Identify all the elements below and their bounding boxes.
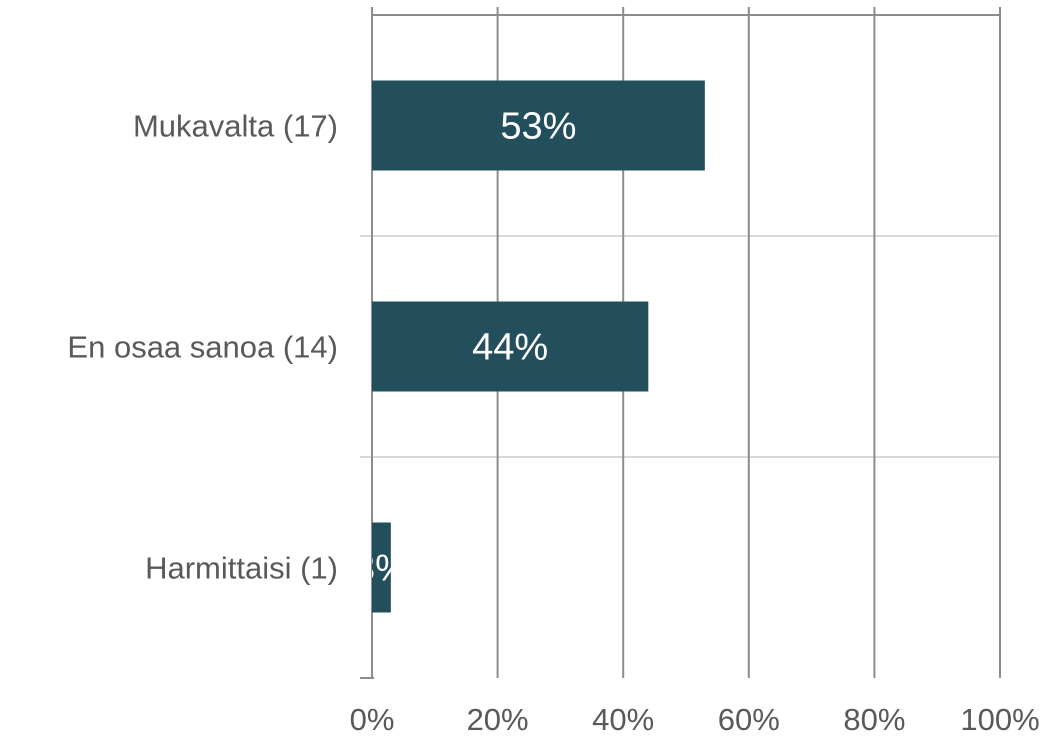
bar-layer xyxy=(372,80,705,613)
bar xyxy=(372,80,705,171)
x-tick-label: 0% xyxy=(350,702,395,737)
category-label: Harmittaisi (1) xyxy=(145,551,338,586)
x-tick-label: 100% xyxy=(960,702,1039,737)
data-label: 53% xyxy=(500,106,576,148)
category-label: En osaa sanoa (14) xyxy=(67,330,338,365)
category-label: Mukavalta (17) xyxy=(133,109,338,144)
bar xyxy=(372,301,649,392)
x-tick-label: 40% xyxy=(592,702,654,737)
x-tick-label: 80% xyxy=(843,702,905,737)
data-label: 44% xyxy=(472,327,548,369)
bar xyxy=(372,522,391,613)
x-tick-label: 60% xyxy=(718,702,780,737)
data-label: 3% xyxy=(354,548,409,590)
x-tick-label: 20% xyxy=(467,702,529,737)
label-layer: 53% Mukavalta (17) 44% En osaa sanoa (14) 3%… xyxy=(67,106,1039,738)
